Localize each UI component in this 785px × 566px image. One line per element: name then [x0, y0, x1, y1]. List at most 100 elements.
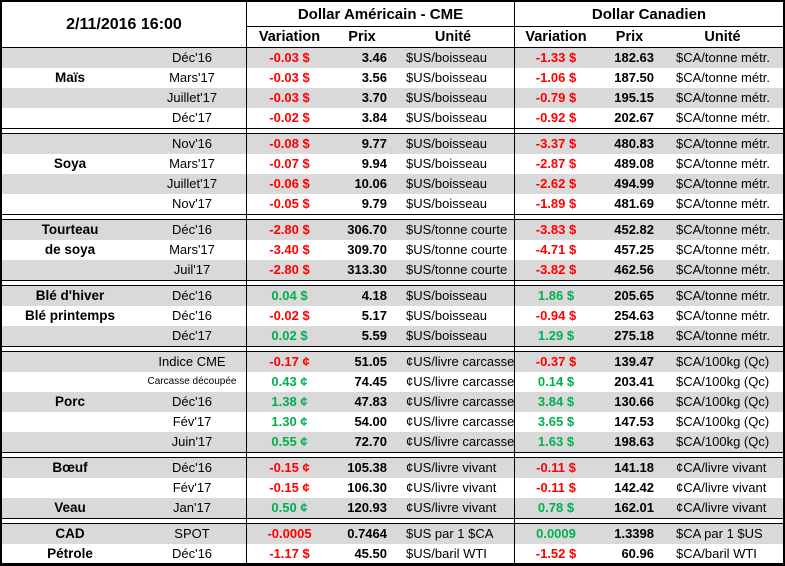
us-unit-label: ¢US/livre carcasse [392, 352, 515, 372]
contract-label: Déc'16 [138, 286, 247, 306]
us-dollar-section-header: Dollar Américain - CME [247, 2, 515, 27]
us-variation-value: 0.04 $ [271, 288, 308, 303]
group-separator [2, 518, 783, 524]
contract-label: Déc'16 [138, 392, 247, 412]
us-unit-label: ¢US/livre carcasse [392, 392, 515, 412]
ca-variation-value: -3.83 $ [535, 222, 577, 237]
ca-unit-label: $CA/100kg (Qc) [676, 394, 770, 409]
us-variation-value: -0.03 $ [269, 90, 310, 105]
ca-price-value: 139.47 [614, 354, 654, 369]
contract-label: Juillet'17 [138, 174, 247, 194]
ca-unit-label: $CA/tonne métr. [676, 196, 770, 211]
ca-price-value: 494.99 [614, 176, 654, 191]
separator-segment [515, 215, 783, 219]
group-separator [2, 452, 783, 458]
ca-price-value: 147.53 [614, 414, 654, 429]
us-unit-label: ¢US/livre carcasse [392, 372, 515, 392]
ca-variation-value: -1.89 $ [535, 196, 577, 211]
us-unit-label: $US/tonne courte [392, 260, 515, 280]
us-unit-label: ¢US/livre vivant [392, 498, 515, 518]
us-price-value: 10.06 [354, 176, 387, 191]
us-price-value: 3.56 [361, 70, 387, 85]
us-variation-value: -2.80 $ [269, 262, 310, 277]
table-row: Juillet'17 -0.03 $ 3.70 $US/boisseau -0.… [2, 88, 783, 108]
us-unit-label: $US/tonne courte [392, 240, 515, 260]
commodity-label: Bœuf [52, 460, 88, 475]
commodity-label: Maïs [54, 70, 85, 85]
us-unit-label: $US/boisseau [392, 108, 515, 128]
table-row: de soya Mars'17 -3.40 $ 309.70 $US/tonne… [2, 240, 783, 260]
separator-segment [2, 129, 247, 133]
table-row: Juin'17 0.55 ¢ 72.70 ¢US/livre carcasse … [2, 432, 783, 452]
separator-segment [247, 519, 515, 523]
us-variation-value: 0.55 ¢ [271, 434, 308, 449]
ca-price-value: 60.96 [621, 546, 654, 561]
commodity-label [2, 194, 138, 214]
ca-unit-label: ¢CA/livre vivant [676, 480, 767, 495]
group-separator [2, 280, 783, 286]
ca-dollar-section-header: Dollar Canadien [515, 2, 783, 27]
ca-unit-label: $CA/tonne métr. [676, 70, 770, 85]
commodity-label [2, 134, 138, 154]
ca-variation-value: 0.14 $ [537, 374, 575, 389]
us-price-value: 9.94 [361, 156, 387, 171]
ca-variation-value: -2.87 $ [535, 156, 577, 171]
separator-segment [247, 129, 515, 133]
us-price-value: 120.93 [347, 500, 387, 515]
commodity-label: Veau [54, 500, 86, 515]
us-variation-value: -0.06 $ [269, 176, 310, 191]
table-row: Soya Mars'17 -0.07 $ 9.94 $US/boisseau -… [2, 154, 783, 174]
ca-unit-label: ¢CA/livre vivant [676, 500, 767, 515]
ca-unit-label: $CA/tonne métr. [676, 156, 770, 171]
ca-price-value: 141.18 [614, 460, 654, 475]
separator-segment [2, 215, 247, 219]
ca-unit-label: $CA/100kg (Qc) [676, 374, 770, 389]
table-row: Nov'16 -0.08 $ 9.77 $US/boisseau -3.37 $… [2, 134, 783, 154]
contract-label: Fév'17 [138, 478, 247, 498]
us-price-value: 3.84 [361, 110, 387, 125]
table-row: Porc Déc'16 1.38 ¢ 47.83 ¢US/livre carca… [2, 392, 783, 412]
us-unit-label: $US/boisseau [392, 306, 515, 326]
us-unit-label: $US/boisseau [392, 326, 515, 346]
commodity-label: Blé printemps [24, 308, 116, 323]
us-variation-value: -0.02 $ [269, 308, 310, 323]
ca-variation-value: -0.94 $ [535, 308, 577, 323]
ca-variation-value: -2.62 $ [535, 176, 577, 191]
ca-unit-label: $CA/tonne métr. [676, 288, 770, 303]
ca-unit-label: $CA par 1 $US [676, 526, 763, 541]
contract-label: Mars'17 [138, 240, 247, 260]
commodity-label: Blé d'hiver [35, 288, 105, 303]
ca-price-value: 457.25 [614, 242, 654, 257]
contract-label: Indice CME [138, 352, 247, 372]
group-separator [2, 214, 783, 220]
table-row: Tourteau Déc'16 -2.80 $ 306.70 $US/tonne… [2, 220, 783, 240]
ca-unit-label: $CA/tonne métr. [676, 308, 770, 323]
column-header-ca-prix: Prix [615, 29, 644, 45]
table-row: Juil'17 -2.80 $ 313.30 $US/tonne courte … [2, 260, 783, 280]
us-unit-label: ¢US/livre carcasse [392, 432, 515, 452]
ca-unit-label: $CA/tonne métr. [676, 90, 770, 105]
separator-segment [515, 453, 783, 457]
contract-label: Déc'16 [138, 48, 247, 68]
us-variation-value: -0.07 $ [269, 156, 310, 171]
column-header-ca-variation: Variation [525, 29, 587, 45]
us-variation-value: 0.02 $ [271, 328, 308, 343]
separator-segment [2, 347, 247, 351]
contract-label: Nov'16 [138, 134, 247, 154]
us-unit-label: ¢US/livre vivant [392, 458, 515, 478]
ca-price-value: 462.56 [614, 262, 654, 277]
ca-unit-label: $CA/tonne métr. [676, 262, 770, 277]
commodity-label: Tourteau [41, 222, 99, 237]
ca-variation-value: 0.0009 [536, 526, 576, 541]
separator-segment [515, 519, 783, 523]
column-header-ca-unite: Unité [704, 29, 741, 45]
ca-price-value: 202.67 [614, 110, 654, 125]
us-variation-value: -0.15 ¢ [269, 460, 310, 475]
ca-variation-value: -1.06 $ [535, 70, 577, 85]
contract-label: Carcasse découpée [138, 372, 247, 392]
us-price-value: 9.79 [361, 196, 387, 211]
ca-price-value: 480.83 [614, 136, 654, 151]
commodity-label [2, 432, 138, 452]
contract-label: Déc'17 [138, 326, 247, 346]
table-row: Déc'17 -0.02 $ 3.84 $US/boisseau -0.92 $… [2, 108, 783, 128]
